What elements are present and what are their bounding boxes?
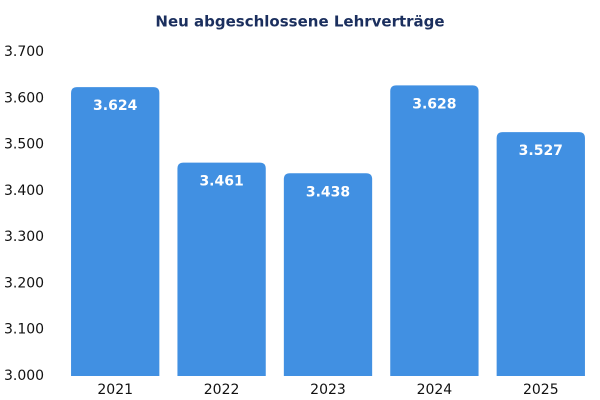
x-tick-label: 2025 (523, 382, 559, 398)
bar (283, 173, 373, 376)
x-tick-label: 2023 (310, 382, 346, 398)
bar (71, 87, 160, 377)
value-label: 3.624 (93, 98, 138, 114)
bar (496, 132, 585, 376)
y-tick-label: 3.200 (4, 275, 44, 291)
y-tick-label: 3.100 (4, 322, 44, 338)
y-tick-label: 3.500 (4, 137, 44, 153)
y-tick-label: 3.300 (4, 229, 44, 245)
x-tick-label: 2021 (97, 382, 133, 398)
y-tick-label: 3.700 (4, 44, 44, 60)
y-tick-label: 3.600 (4, 90, 44, 106)
y-tick-label: 3.000 (4, 368, 44, 384)
y-tick-label: 3.400 (4, 183, 44, 199)
bar (177, 162, 266, 376)
chart-title: Neu abgeschlossene Lehrverträge (155, 13, 444, 31)
value-label: 3.628 (412, 96, 456, 112)
bar (390, 85, 479, 376)
value-label: 3.527 (519, 143, 563, 159)
x-tick-label: 2024 (417, 382, 453, 398)
x-tick-label: 2022 (204, 382, 240, 398)
value-label: 3.461 (199, 174, 243, 190)
value-label: 3.438 (306, 184, 350, 200)
